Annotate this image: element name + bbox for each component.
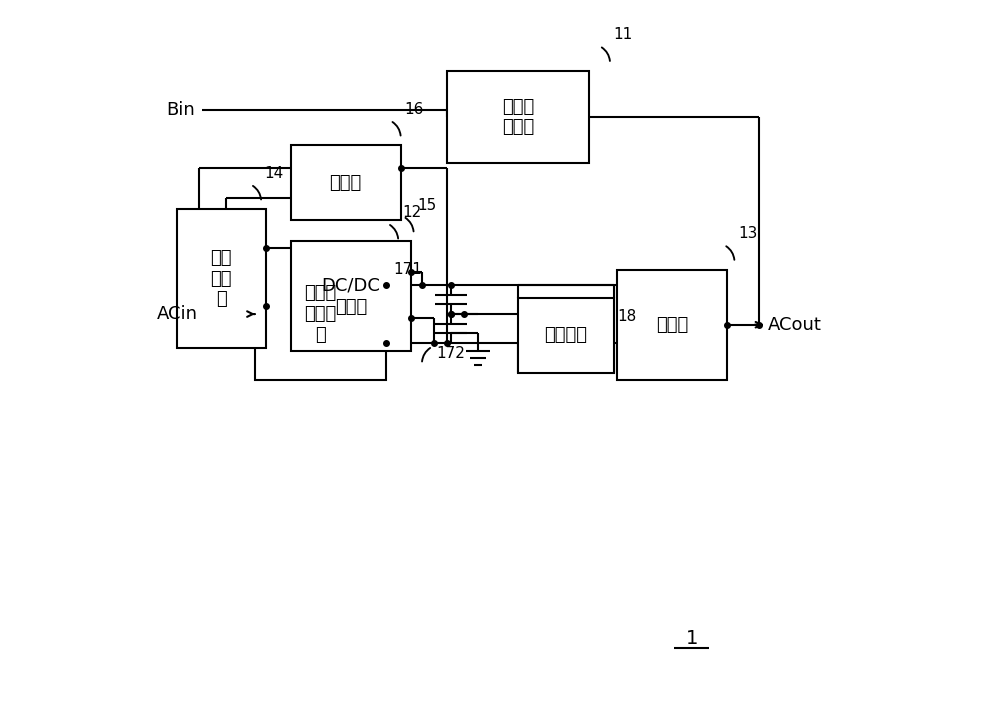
Text: ACin: ACin — [157, 305, 198, 323]
FancyBboxPatch shape — [447, 71, 589, 163]
FancyBboxPatch shape — [518, 298, 614, 373]
Text: 静态转
换开关: 静态转 换开关 — [502, 98, 534, 136]
Text: 12: 12 — [402, 205, 421, 220]
Text: 逆变器: 逆变器 — [656, 316, 688, 334]
FancyBboxPatch shape — [617, 269, 727, 380]
Text: 1: 1 — [686, 629, 698, 649]
Text: 整流升
压变换
器: 整流升 压变换 器 — [305, 285, 337, 344]
Text: 充电器: 充电器 — [329, 174, 362, 192]
Text: DC/DC
变换器: DC/DC 变换器 — [321, 277, 380, 316]
FancyBboxPatch shape — [291, 241, 411, 351]
Text: Bin: Bin — [166, 101, 195, 119]
Text: 15: 15 — [417, 198, 437, 213]
Text: 可充
电电
池: 可充 电电 池 — [211, 249, 232, 308]
Text: 14: 14 — [265, 166, 284, 181]
Text: 172: 172 — [436, 346, 465, 361]
Text: 171: 171 — [393, 261, 422, 277]
Text: 13: 13 — [738, 227, 757, 241]
Text: ACout: ACout — [768, 316, 822, 334]
Text: 18: 18 — [617, 309, 636, 324]
Text: 16: 16 — [404, 102, 424, 117]
FancyBboxPatch shape — [255, 248, 386, 380]
FancyBboxPatch shape — [291, 146, 401, 220]
Text: 11: 11 — [614, 28, 633, 43]
FancyBboxPatch shape — [177, 209, 266, 348]
Text: 平衡电路: 平衡电路 — [544, 327, 587, 345]
